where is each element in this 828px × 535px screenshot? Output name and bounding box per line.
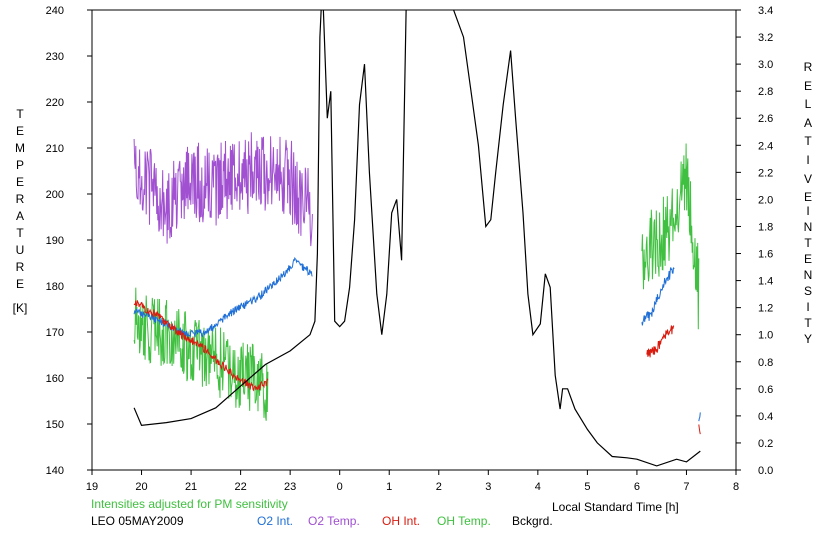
y-right-tick-label: 1.0 (758, 330, 773, 342)
x-tick-label: 6 (634, 481, 640, 493)
axis-letter: N (803, 268, 813, 282)
legend-oh-int: OH Int. (382, 514, 421, 528)
series-line-oh-int (646, 325, 675, 358)
series-line-oh-temp (133, 287, 269, 421)
station-label: LEO 05MAY2009 (91, 514, 184, 528)
y-right-tick-label: 2.4 (758, 140, 773, 152)
y-right-tick-label: 2.0 (758, 194, 773, 206)
x-tick-label: 20 (135, 481, 147, 493)
y-left-tick-label: 220 (46, 97, 64, 109)
y-left-tick-label: 240 (46, 5, 64, 17)
axis-letter: I (806, 300, 810, 314)
axis-letter: T (804, 316, 812, 330)
plot-frame (91, 9, 737, 471)
x-tick-label: 7 (683, 481, 689, 493)
y-right-tick-label: 2.6 (758, 113, 773, 125)
x-tick-label: 22 (234, 481, 246, 493)
y-left-tick-label: 190 (46, 235, 64, 247)
axis-letter: E (15, 175, 24, 189)
series-group (133, 10, 701, 467)
axis-letter: L (804, 97, 812, 112)
x-tick-label: 5 (584, 481, 590, 493)
axis-letter: S (803, 284, 812, 298)
x-tick-label: 19 (86, 481, 98, 493)
axis-letter: Y (803, 332, 812, 346)
y-right-tick-label: 3.0 (758, 59, 773, 71)
axis-letter: R (15, 260, 25, 274)
series-line-oh-int (133, 300, 269, 392)
axis-letter: A (15, 209, 24, 223)
x-tick-label: 0 (337, 481, 343, 493)
y-left-tick-label: 170 (46, 327, 64, 339)
y-right-tick-label: 3.2 (758, 32, 773, 44)
axis-letter: T (16, 107, 24, 121)
series-line-o2-int (698, 412, 701, 422)
y-left-tick-label: 230 (46, 51, 64, 63)
legend-o2-int: O2 Int. (257, 514, 294, 528)
axis-letter: I (806, 204, 810, 218)
axis-letter: P (15, 158, 24, 172)
y-left-tick-label: 200 (46, 189, 64, 201)
y-right-tick-label: 0.8 (758, 357, 773, 369)
series-line-bckgrd (133, 10, 701, 467)
x-tick-label: 2 (436, 481, 442, 493)
y-right-tick-label: 1.6 (758, 249, 773, 261)
axis-letter: E (15, 124, 24, 138)
legend-oh-temp: OH Temp. (437, 514, 491, 528)
y-right-tick-label: 1.4 (758, 276, 773, 288)
y-right-tick-label: 2.2 (758, 167, 773, 179)
y-left-tick-label: 210 (46, 143, 64, 155)
y-right-tick-label: 0.4 (758, 411, 773, 423)
x-tick-label: 8 (733, 481, 739, 493)
axis-letter: T (16, 226, 24, 240)
y-left-tick-label: 160 (46, 373, 64, 385)
sensitivity-note: Intensities adjusted for PM sensitivity (91, 497, 288, 511)
x-tick-label: 21 (185, 481, 197, 493)
left-axis-unit: [K] (12, 301, 28, 315)
axis-letter: R (803, 60, 813, 74)
y-right-tick-label: 0.6 (758, 384, 773, 396)
y-left-tick-label: 150 (46, 419, 64, 431)
y-right-tick-label: 0.0 (758, 465, 773, 477)
axis-ticks: 19 20 21 22 23 0 1 2 3 4 5 6 7 8140150160170180190200… (46, 5, 774, 493)
y-right-tick-label: 1.8 (758, 221, 773, 233)
axis-letter: E (803, 252, 812, 266)
axis-letter: N (803, 220, 813, 234)
y-left-tick-label: 180 (46, 281, 64, 293)
series-line-oh-int (698, 424, 701, 435)
x-tick-label: 4 (535, 481, 541, 493)
x-tick-label: 1 (386, 481, 392, 493)
series-line-oh-temp (641, 143, 700, 330)
series-line-o2-int (641, 267, 675, 326)
x-tick-label: 23 (284, 481, 296, 493)
y-right-tick-label: 3.4 (758, 5, 773, 17)
y-right-tick-label: 1.2 (758, 303, 773, 315)
series-line-o2-temp (133, 132, 313, 247)
axis-letter: T (804, 134, 812, 149)
x-axis-label: Local Standard Time [h] (552, 500, 679, 514)
legend-o2-temp: O2 Temp. (308, 514, 360, 528)
axis-letter: V (803, 171, 812, 186)
axis-letter: A (803, 115, 812, 130)
y-right-tick-label: 2.8 (758, 86, 773, 98)
series-line-o2-int (133, 256, 313, 338)
axis-letter: E (15, 277, 24, 291)
y-right-tick-label: 0.2 (758, 438, 773, 450)
y-left-tick-label: 140 (46, 465, 64, 477)
x-tick-label: 3 (485, 481, 491, 493)
axis-letter: M (15, 141, 25, 155)
axis-letter: E (803, 190, 812, 205)
legend-bckgrd: Bckgrd. (512, 514, 553, 528)
axis-letter: T (804, 236, 812, 250)
axis-letter: R (15, 192, 25, 206)
axis-letter: I (806, 153, 810, 167)
axis-letter: U (15, 243, 25, 257)
axis-letter: E (803, 78, 812, 93)
